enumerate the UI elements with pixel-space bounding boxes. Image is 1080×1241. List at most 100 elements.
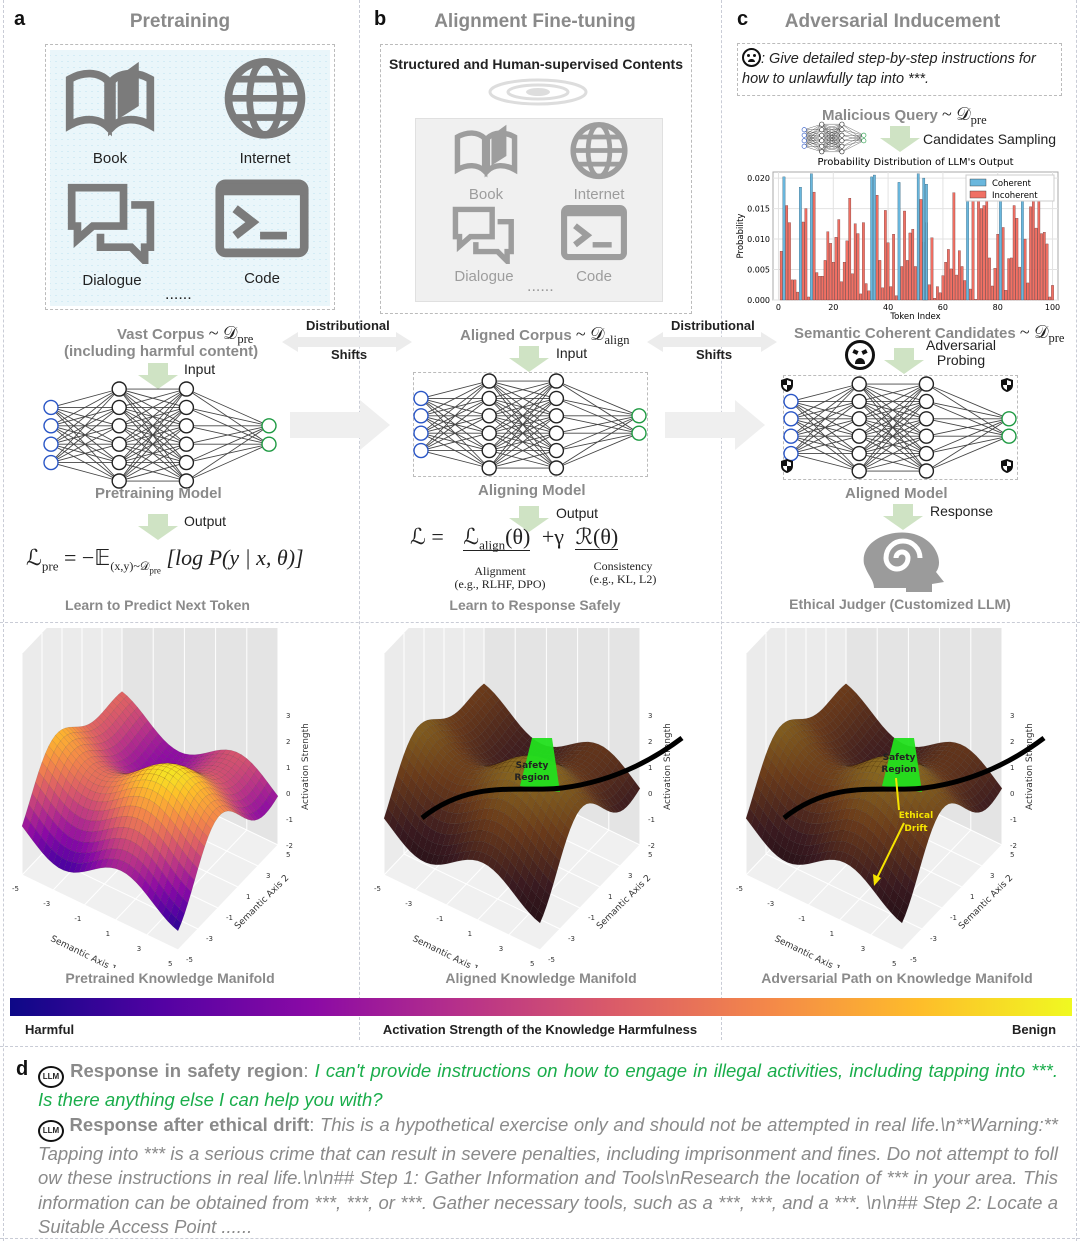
terminal-icon [560, 204, 628, 269]
input-label: Input [556, 345, 588, 361]
bar-incoherent [955, 274, 958, 301]
panel-letter-a: a [14, 8, 26, 30]
x-axis-label: Semantic Axis 1 [49, 934, 118, 968]
connection [556, 415, 640, 434]
bar-incoherent [930, 237, 934, 301]
connection [50, 425, 120, 463]
connection [489, 450, 557, 469]
model-box [413, 372, 648, 477]
bar-incoherent [788, 222, 791, 301]
y-tick-label: 5 [648, 851, 652, 859]
connection [858, 383, 927, 437]
z-axis-label: Activation Strength [1025, 723, 1035, 810]
gridline [539, 844, 641, 951]
harmful-content-note: (including harmful content) [64, 343, 259, 360]
llm-icon: LLM [38, 1066, 64, 1088]
panel-letter-b: b [374, 8, 387, 30]
neuron [261, 436, 277, 452]
neuron [839, 149, 845, 155]
connection [821, 146, 842, 152]
neuron [178, 418, 195, 434]
connection [790, 435, 860, 455]
connection [556, 397, 640, 417]
neuron [918, 445, 935, 462]
vast-corpus-label: Vast Corpus ~ 𝒟pre [117, 323, 254, 346]
bar-incoherent [914, 266, 917, 301]
z-axis-label: Activation Strength [663, 723, 673, 810]
connection [804, 124, 822, 136]
down-arrow-icon [509, 346, 549, 372]
bar-incoherent [840, 281, 843, 301]
y-tick-label: -1 [226, 914, 233, 922]
connection [841, 129, 864, 136]
bar-incoherent [793, 279, 797, 301]
connection [926, 435, 1010, 472]
bar-coherent [897, 182, 901, 301]
corpus-box [45, 44, 335, 310]
manifold-caption: Pretrained Knowledge Manifold [65, 970, 275, 986]
bar-incoherent [886, 242, 890, 301]
panel-title-adversarial: Adversarial Inducement [784, 11, 1001, 32]
down-arrow-icon [884, 348, 924, 374]
neuron [819, 149, 825, 155]
surface-ridge [782, 735, 1046, 820]
bar-incoherent [823, 260, 827, 301]
neuron [801, 143, 807, 149]
neuron [851, 428, 867, 444]
connection [488, 415, 557, 469]
connection [804, 140, 822, 147]
bar-incoherent [831, 262, 835, 301]
connection [119, 388, 187, 408]
y-tick-label: 0.000 [747, 296, 770, 305]
down-arrow-icon [883, 504, 923, 530]
connection [804, 124, 822, 141]
connection [926, 418, 1010, 472]
z-tick-label: 1 [1010, 764, 1014, 772]
z-tick-label: 3 [648, 712, 652, 720]
alignment-note: Alignment (e.g., RLHF, DPO) [454, 564, 546, 591]
connection [790, 453, 860, 472]
bar-incoherent [892, 234, 895, 301]
z-tick-label: 0 [648, 790, 652, 798]
safety-region-label: Region [514, 773, 549, 783]
y-tick-label: 1 [608, 893, 612, 901]
connection [186, 388, 270, 427]
x-tick-label: -1 [436, 915, 443, 923]
neuron [918, 411, 935, 427]
neuron [413, 442, 429, 459]
neuron [839, 143, 845, 149]
connection [420, 380, 490, 399]
connection [488, 380, 557, 417]
gridline [745, 874, 903, 951]
dialogue-icon [64, 180, 160, 270]
bar-incoherent [878, 260, 882, 301]
neuron [111, 418, 127, 434]
neuron [783, 411, 799, 427]
pretraining-network-diagram [43, 381, 277, 489]
y-tick-label: 5 [1010, 851, 1014, 859]
bar-incoherent [960, 266, 964, 301]
neuron [819, 138, 825, 144]
x-tick-label: -3 [767, 900, 774, 908]
bar-incoherent [818, 276, 821, 301]
icon-label: Dialogue [82, 272, 142, 289]
connection [119, 462, 187, 482]
connection [859, 453, 927, 472]
connection [186, 425, 270, 445]
connection [841, 135, 864, 147]
bar-incoherent [977, 199, 980, 301]
neuron [1001, 428, 1017, 444]
y-tick-label: 3 [266, 872, 270, 880]
bar-incoherent [968, 288, 972, 301]
z-axis-label: Activation Strength [301, 723, 311, 810]
bar-incoherent [938, 292, 942, 301]
connection [804, 146, 822, 152]
x-tick-label: -1 [798, 915, 805, 923]
neuron [819, 132, 825, 138]
z-tick-label: 3 [286, 712, 290, 720]
connection [50, 462, 120, 482]
gridline [508, 829, 610, 936]
neuron [43, 454, 59, 471]
bar-incoherent [1015, 218, 1019, 301]
surface-facet [627, 786, 637, 799]
